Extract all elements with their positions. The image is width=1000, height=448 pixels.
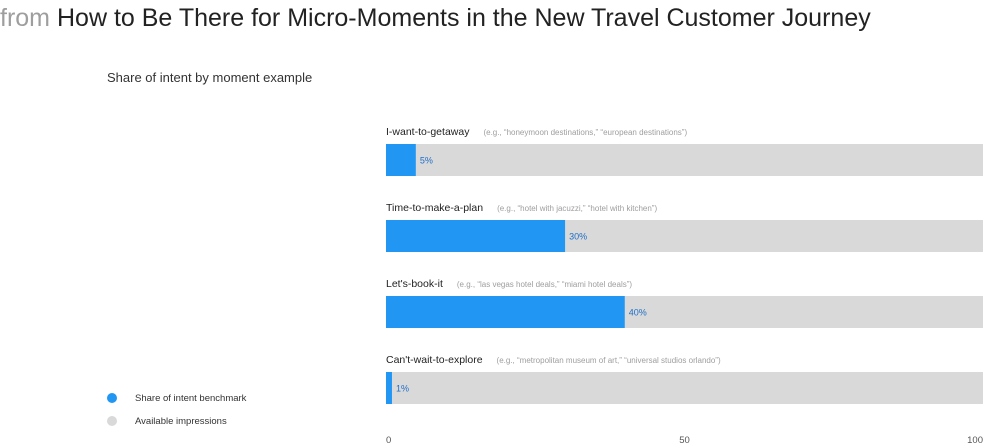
bar-available: [415, 144, 984, 176]
legend-item-available: Available impressions: [107, 415, 246, 427]
category-label: Let's-book-it: [386, 278, 443, 290]
data-label: 5%: [420, 156, 433, 166]
legend-swatch-available: [107, 416, 117, 426]
page-header: from How to Be There for Micro-Moments in…: [0, 4, 871, 33]
category-example: (e.g., “hotel with jacuzzi,” “hotel with…: [497, 204, 657, 213]
bar-available: [391, 372, 984, 404]
data-label: 40%: [629, 308, 647, 318]
chart-title: Share of intent by moment example: [107, 70, 313, 85]
data-label: 30%: [569, 232, 587, 242]
legend-item-share: Share of intent benchmark: [107, 392, 246, 404]
category-label: Can't-wait-to-explore: [386, 354, 483, 366]
category-example: (e.g., “las vegas hotel deals,” “miami h…: [457, 280, 633, 289]
x-tick-label: 100: [967, 435, 983, 446]
legend-label-share: Share of intent benchmark: [135, 392, 247, 404]
category-example: (e.g., “honeymoon destinations,” “europe…: [483, 128, 687, 137]
header-prefix: from: [0, 4, 50, 32]
bar-share: [386, 220, 566, 252]
legend: Share of intent benchmark Available impr…: [107, 392, 246, 438]
article-title: How to Be There for Micro-Moments in the…: [57, 4, 871, 32]
legend-label-available: Available impressions: [135, 415, 227, 427]
bar-share: [386, 144, 416, 176]
category-label: I-want-to-getaway: [386, 126, 470, 138]
x-tick-label: 0: [386, 435, 391, 446]
category-example: (e.g., “metropolitan museum of art,” “un…: [497, 356, 721, 365]
bar-share: [386, 296, 625, 328]
legend-swatch-share: [107, 393, 117, 403]
category-label: Time-to-make-a-plan: [386, 202, 483, 214]
x-tick-label: 50: [679, 435, 690, 446]
bar-share: [386, 372, 392, 404]
bar-available: [624, 296, 983, 328]
bar-available: [565, 220, 983, 252]
data-label: 1%: [396, 384, 409, 394]
